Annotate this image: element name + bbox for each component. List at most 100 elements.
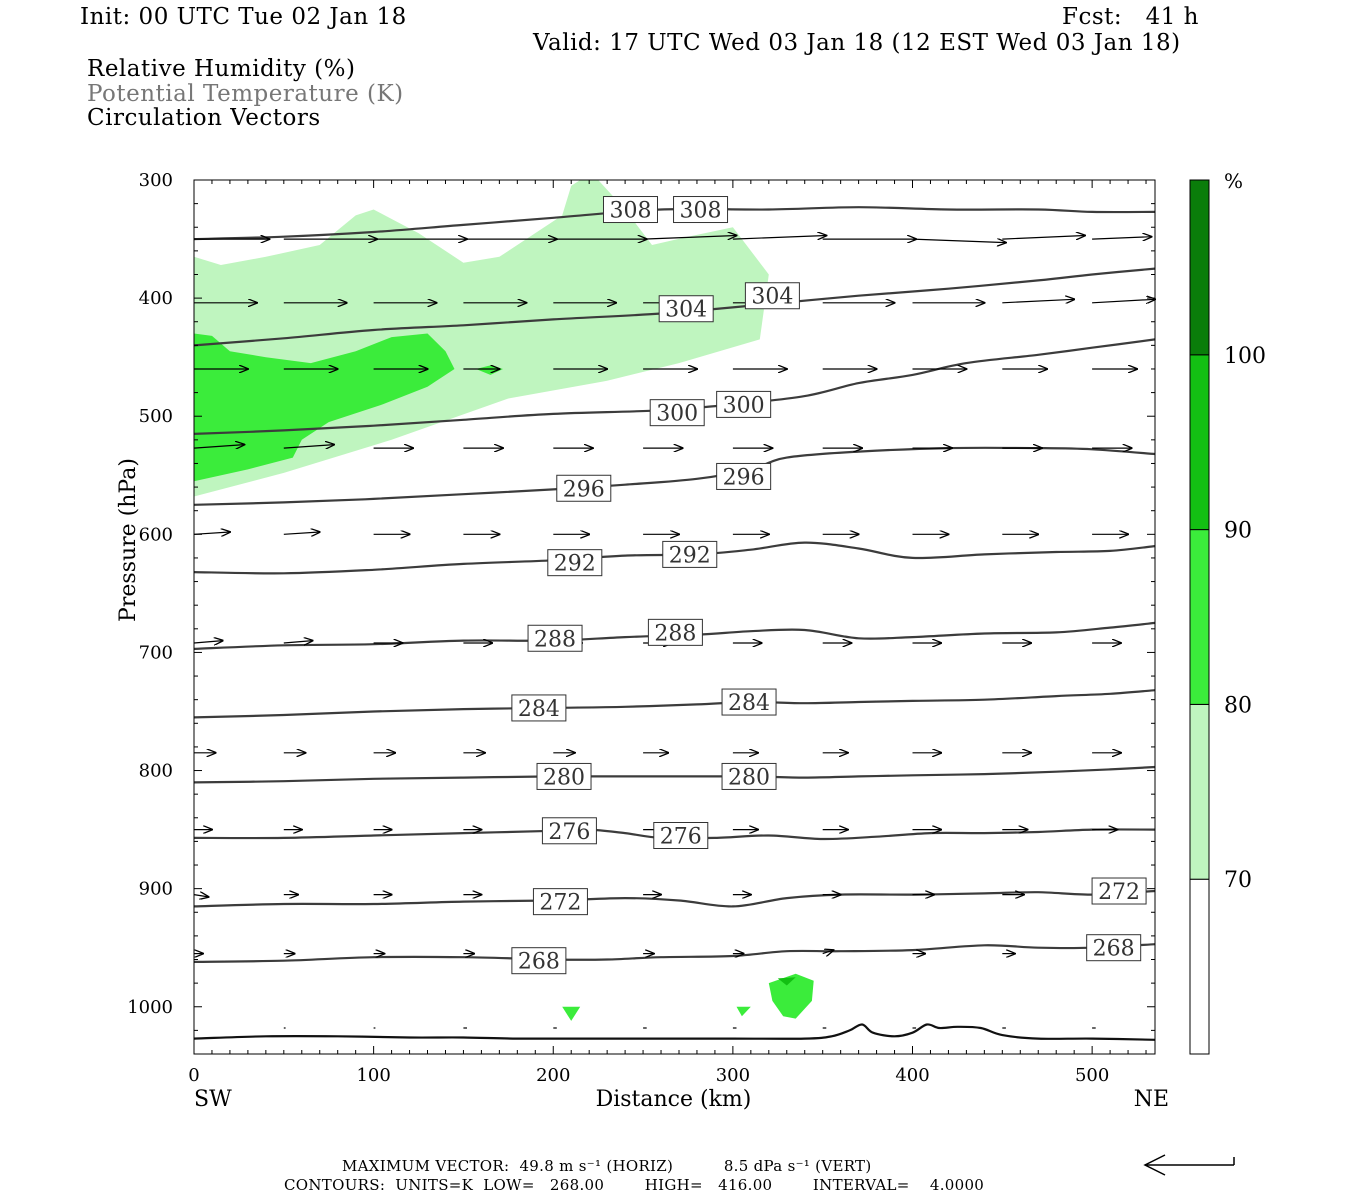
circulation-vector: [193, 445, 244, 449]
y-tick-label: 800: [139, 761, 173, 782]
colorbar-segment: [1189, 878, 1210, 1055]
plot-frame: [193, 179, 1156, 1055]
colorbar-segment: [1189, 703, 1210, 880]
circulation-vector: [193, 895, 208, 897]
y-tick-label: 700: [139, 642, 173, 663]
x-tick-label: 100: [356, 1065, 390, 1086]
theta-label-box: [658, 295, 714, 323]
theta-contour-288: [194, 621, 1155, 650]
rh-region-80: [736, 1006, 751, 1017]
theta-label-box: [541, 817, 597, 845]
x-end-label-sw: SW: [194, 1087, 232, 1112]
rh-region-80: [768, 973, 814, 1019]
theta-contour-272: [194, 889, 1155, 908]
y-tick-label: 400: [139, 288, 173, 309]
circulation-vector: [1002, 299, 1074, 303]
theta-label: 292: [669, 543, 711, 568]
rh-region-80: [562, 1006, 581, 1021]
theta-label-box: [527, 624, 583, 652]
circulation-vector: [912, 239, 1006, 243]
y-axis-label: Pressure (hPa): [116, 458, 141, 622]
init-time: Init: 00 UTC Tue 02 Jan 18: [80, 4, 407, 30]
theta-label: 296: [723, 465, 765, 490]
colorbar-label: 100: [1224, 344, 1266, 369]
theta-label-box: [602, 196, 658, 224]
theta-label: 308: [609, 199, 651, 224]
theta-label: 308: [680, 199, 722, 224]
x-tick-label: 300: [716, 1065, 750, 1086]
theta-label: 284: [518, 697, 560, 722]
theta-label: 292: [554, 552, 596, 577]
circulation-vector: [283, 532, 320, 534]
circulation-vectors: [193, 236, 1155, 1029]
x-axis-label: Distance (km): [596, 1087, 752, 1112]
theta-label-box: [716, 390, 772, 418]
field-rh-label: Relative Humidity (%): [87, 56, 356, 82]
theta-label-box: [716, 462, 772, 490]
y-tick-label: 500: [139, 406, 173, 427]
theta-label: 304: [751, 285, 793, 310]
rh-region-80: [194, 333, 455, 482]
circulation-vector: [283, 445, 334, 449]
theta-label-box: [653, 822, 709, 849]
field-vectors-label: Circulation Vectors: [87, 105, 321, 131]
theta-contour-268: [194, 943, 1155, 963]
colorbar-segment: [1189, 529, 1210, 705]
circulation-vector: [1092, 237, 1151, 239]
x-tick-label: 400: [895, 1065, 929, 1086]
circulation-vector: [193, 641, 223, 643]
colorbar-label: 70: [1224, 868, 1252, 893]
theta-label: 268: [518, 950, 560, 975]
valid-time: Valid: 17 UTC Wed 03 Jan 18 (12 EST Wed …: [533, 30, 1181, 56]
theta-label: 300: [723, 393, 765, 418]
theta-label-box: [673, 196, 729, 224]
theta-label: 280: [728, 765, 770, 790]
x-tick-label: 0: [188, 1065, 199, 1086]
theta-label: 280: [543, 765, 585, 790]
theta-label-box: [536, 762, 592, 790]
theta-label: 288: [654, 621, 696, 646]
colorbar-segment: [1189, 354, 1210, 531]
theta-label: 272: [539, 891, 581, 916]
rh-region-90: [777, 977, 796, 986]
max-vector-note: MAXIMUM VECTOR: 49.8 m s⁻¹ (HORIZ) 8.5 d…: [342, 1157, 872, 1175]
theta-label-box: [721, 762, 777, 790]
y-tick-label: 1000: [127, 997, 173, 1018]
theta-label-box: [1086, 934, 1142, 962]
theta-label: 284: [728, 691, 770, 716]
theta-label: 276: [548, 820, 590, 845]
x-end-label-ne: NE: [1134, 1087, 1169, 1112]
theta-label-box: [532, 888, 588, 916]
field-theta-label: Potential Temperature (K): [87, 81, 404, 107]
theta-label-box: [556, 474, 612, 502]
theta-label: 288: [534, 627, 576, 652]
circulation-vector: [643, 236, 736, 240]
theta-label: 268: [1093, 937, 1135, 962]
colorbar-unit: %: [1224, 169, 1243, 193]
theta-label: 300: [656, 402, 698, 427]
theta-label-box: [647, 618, 703, 646]
terrain-line: [194, 1023, 1155, 1041]
theta-label-box: [744, 282, 800, 310]
y-tick-label: 600: [139, 524, 173, 545]
y-tick-label: 300: [139, 170, 173, 191]
circulation-vector: [1002, 236, 1085, 240]
forecast-hour: Fcst: 41 h: [1062, 4, 1199, 30]
theta-contour-280: [194, 765, 1155, 784]
circulation-vector: [283, 641, 313, 643]
theta-contour-284: [194, 689, 1155, 719]
rh-shading: [194, 180, 814, 1021]
theta-contour-labels: 308 308 304 304 300 300 296 296 292 292 288 288 284 2…: [511, 196, 1147, 975]
theta-label-box: [547, 549, 603, 577]
colorbar: 70 80 90 100%: [1189, 169, 1266, 1055]
colorbar-label: 80: [1224, 693, 1252, 718]
reference-vector-head: [1143, 1154, 1166, 1176]
theta-label: 276: [660, 825, 702, 850]
x-tick-label: 500: [1075, 1065, 1109, 1086]
circulation-vector: [1092, 299, 1155, 303]
theta-contour-292: [194, 541, 1155, 575]
theta-label-box: [721, 688, 777, 716]
circulation-vector: [822, 950, 834, 954]
colorbar-label: 90: [1224, 519, 1252, 544]
